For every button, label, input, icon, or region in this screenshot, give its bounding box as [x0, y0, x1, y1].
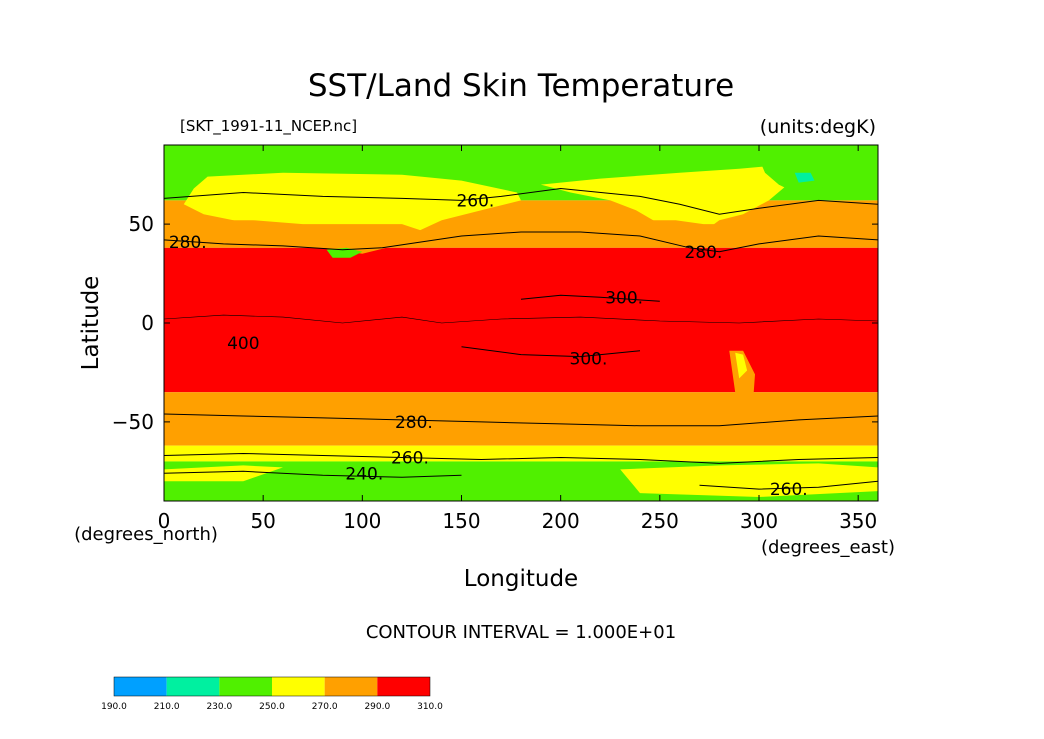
contour-label: 300. — [605, 288, 643, 308]
y-axis-label: Latitude — [78, 276, 104, 371]
contour-label: 280. — [169, 233, 207, 253]
y-axis: 50 0 −50 — [112, 212, 878, 434]
source-label: [SKT_1991-11_NCEP.nc] — [180, 117, 357, 136]
colorbar-label: 190.0 — [101, 702, 127, 712]
units-label: (units:degK) — [760, 116, 876, 138]
contour-label: 260. — [456, 191, 494, 211]
region-antarctic-yellow-east — [620, 463, 878, 497]
y-unit-label: (degrees_north) — [74, 524, 218, 545]
x-tick-label: 150 — [442, 509, 480, 533]
x-tick-label: 100 — [343, 509, 381, 533]
x-tick-label: 0 — [158, 509, 171, 533]
colorbar-frame — [113, 676, 431, 697]
colorbar-label: 250.0 — [259, 702, 285, 712]
contour-260-south — [164, 452, 878, 464]
region-tibet-cold — [326, 247, 363, 258]
colorbar-swatch — [114, 677, 167, 696]
contour-label: 240. — [345, 464, 383, 484]
x-tick-label: 50 — [250, 509, 275, 533]
x-axis: 0 50 100 150 200 250 300 350 — [158, 145, 877, 533]
colorbar-swatch — [272, 677, 325, 696]
band-south-mid — [164, 392, 878, 446]
contour-labels: 260. 280. 280. 300. 300. 400 280. 260. 240. 260. — [169, 191, 808, 500]
contour-label: 280. — [395, 413, 433, 433]
contour-300-north — [520, 294, 660, 302]
y-tick-label: 50 — [129, 212, 154, 236]
contour-label: 260. — [770, 480, 808, 500]
colorbar-label: 270.0 — [312, 702, 338, 712]
colorbar: 190.0 210.0 230.0 250.0 270.0 290.0 310.0 — [101, 676, 443, 712]
chart-title: SST/Land Skin Temperature — [308, 68, 734, 104]
contour-260-north — [164, 187, 878, 215]
band-tropics — [164, 247, 878, 393]
colorbar-swatch — [219, 677, 272, 696]
region-eurasia-orange-south — [203, 220, 432, 254]
colorbar-label: 230.0 — [206, 702, 232, 712]
region-andes-yellow — [735, 352, 748, 379]
region-north-america-orange — [640, 220, 744, 244]
x-unit-label: (degrees_east) — [761, 537, 895, 558]
contour-label: 260. — [391, 448, 429, 468]
band-south-cold — [164, 445, 878, 462]
colorbar-swatch — [377, 677, 430, 696]
contour-lines — [164, 187, 878, 490]
contour-300-south — [461, 346, 641, 358]
contour-interval-text: CONTOUR INTERVAL = 1.000E+01 — [366, 622, 676, 643]
contour-280-north — [164, 231, 878, 253]
contour-240-south — [164, 470, 462, 478]
region-south-patagonia — [733, 412, 755, 432]
colorbar-label: 310.0 — [417, 702, 443, 712]
y-tick-label: −50 — [112, 410, 154, 434]
colorbar-label: 210.0 — [154, 702, 180, 712]
contour-label: 400 — [227, 334, 259, 354]
colorbar-swatch — [166, 677, 220, 696]
colorbar-label: 290.0 — [364, 702, 390, 712]
temperature-map — [164, 145, 878, 501]
x-tick-label: 200 — [542, 509, 580, 533]
contour-260-antarctic — [699, 480, 878, 490]
x-tick-label: 300 — [740, 509, 778, 533]
x-tick-label: 250 — [641, 509, 679, 533]
x-tick-label: 350 — [839, 509, 877, 533]
region-antarctic-yellow-west — [164, 465, 283, 482]
region-greenland-cyan — [794, 172, 815, 183]
region-andes-orange — [729, 350, 755, 426]
contour-equatorial — [164, 314, 878, 324]
region-north-america-cold — [540, 164, 795, 232]
colorbar-swatch — [324, 677, 378, 696]
contour-label: 300. — [570, 350, 608, 370]
x-axis-label: Longitude — [464, 566, 578, 592]
contour-label: 280. — [685, 243, 723, 263]
y-tick-label: 0 — [141, 311, 154, 335]
contour-280-south — [164, 413, 878, 427]
